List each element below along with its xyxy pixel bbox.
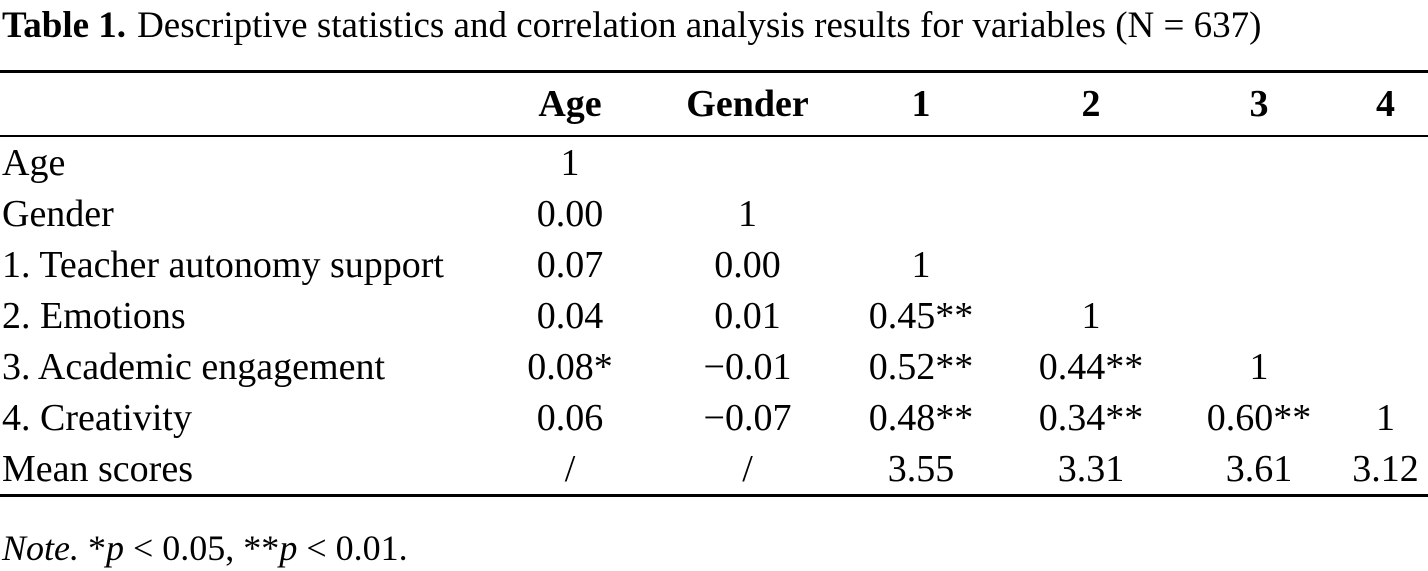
- note-threshold-1: < 0.05, **: [124, 528, 280, 568]
- note-threshold-2: < 0.01.: [297, 528, 408, 568]
- table-cell: /: [564, 447, 576, 490]
- table-cell: [1007, 188, 1175, 239]
- table-row-academic-engagement: 3. Academic engagement 0.08* −0.01 0.52*…: [0, 341, 1428, 392]
- table-cell: 3.61: [1225, 447, 1293, 490]
- table-cell: [835, 136, 1007, 188]
- row-label: Mean scores: [2, 447, 193, 490]
- table-cell: 0.34**: [1038, 396, 1144, 439]
- row-label: 2. Emotions: [2, 294, 186, 337]
- table-cell: 3.55: [887, 447, 955, 490]
- table-cell: [1007, 239, 1175, 290]
- table-cell: [1175, 136, 1343, 188]
- row-label: Gender: [2, 192, 114, 235]
- table-cell: [1175, 239, 1343, 290]
- table-row-creativity: 4. Creativity 0.06 −0.07 0.48** 0.34** 0…: [0, 392, 1428, 443]
- table-cell: 3.31: [1057, 447, 1125, 490]
- row-label: Age: [2, 141, 66, 184]
- table-row-gender: Gender 0.00 1: [0, 188, 1428, 239]
- table-cell: /: [742, 447, 753, 490]
- column-header-1: 1: [835, 71, 1007, 137]
- table-cell: 0.06: [536, 396, 604, 439]
- table-cell: [1343, 290, 1428, 341]
- column-header-2: 2: [1007, 71, 1175, 137]
- table-cell: 0.08*: [527, 345, 613, 388]
- table-cell: −0.01: [703, 345, 792, 388]
- column-header-empty: [0, 71, 480, 137]
- table-cell: 0.44**: [1038, 345, 1144, 388]
- table-row-age: Age 1: [0, 136, 1428, 188]
- table-cell: 0.01: [714, 294, 781, 337]
- table-row-mean-scores: Mean scores / / 3.55 3.31 3.61 3.12: [0, 443, 1428, 496]
- table-cell: [1175, 290, 1343, 341]
- table-cell: 0.00: [714, 243, 781, 286]
- header-row: Age Gender 1 2 3 4: [0, 71, 1428, 137]
- table-cell: 1: [738, 192, 757, 235]
- table-caption: Table 1. Descriptive statistics and corre…: [0, 0, 1428, 50]
- row-label: 1. Teacher autonomy support: [2, 243, 444, 286]
- note-label: Note.: [2, 528, 79, 568]
- column-header-gender: Gender: [660, 71, 835, 137]
- note-p-symbol: p: [106, 528, 124, 568]
- table-note: Note. *p < 0.05, **p < 0.01.: [0, 526, 1428, 570]
- table-cell: [1175, 188, 1343, 239]
- table-cell: [1343, 136, 1428, 188]
- table-cell: [835, 188, 1007, 239]
- table-cell: 0.00: [536, 192, 604, 235]
- table-row-emotions: 2. Emotions 0.04 0.01 0.45** 1: [0, 290, 1428, 341]
- table-cell: 1: [560, 141, 580, 184]
- table-cell: 0.48**: [868, 396, 974, 439]
- table-cell: −0.07: [703, 396, 792, 439]
- table-cell: 1: [1376, 396, 1395, 439]
- table-cell: 0.45**: [868, 294, 974, 337]
- table-cell: [1343, 341, 1428, 392]
- table-number-label: Table 1.: [2, 5, 127, 46]
- note-significance-star: *: [79, 528, 106, 568]
- table-cell: 1: [1249, 345, 1269, 388]
- column-header-age: Age: [480, 71, 660, 137]
- table-cell: 3.12: [1352, 447, 1419, 490]
- table-cell: 0.04: [536, 294, 604, 337]
- table-cell: [1343, 239, 1428, 290]
- table-cell: [1007, 136, 1175, 188]
- table-cell: 0.07: [536, 243, 604, 286]
- table-caption-text: Descriptive statistics and correlation a…: [137, 5, 1262, 46]
- table-row-teacher-autonomy-support: 1. Teacher autonomy support 0.07 0.00 1: [0, 239, 1428, 290]
- table-cell: [660, 136, 835, 188]
- column-header-4: 4: [1343, 71, 1428, 137]
- table-cell: [1343, 188, 1428, 239]
- table-cell: 1: [1081, 294, 1101, 337]
- correlation-table: Age Gender 1 2 3 4 Age 1 Gender 0.00 1: [0, 70, 1428, 497]
- row-label: 4. Creativity: [2, 396, 192, 439]
- column-header-3: 3: [1175, 71, 1343, 137]
- row-label: 3. Academic engagement: [2, 345, 386, 388]
- table-cell: 0.60**: [1206, 396, 1312, 439]
- table-cell: 0.52**: [868, 345, 974, 388]
- note-p-symbol: p: [279, 528, 298, 568]
- table-cell: 1: [911, 243, 931, 286]
